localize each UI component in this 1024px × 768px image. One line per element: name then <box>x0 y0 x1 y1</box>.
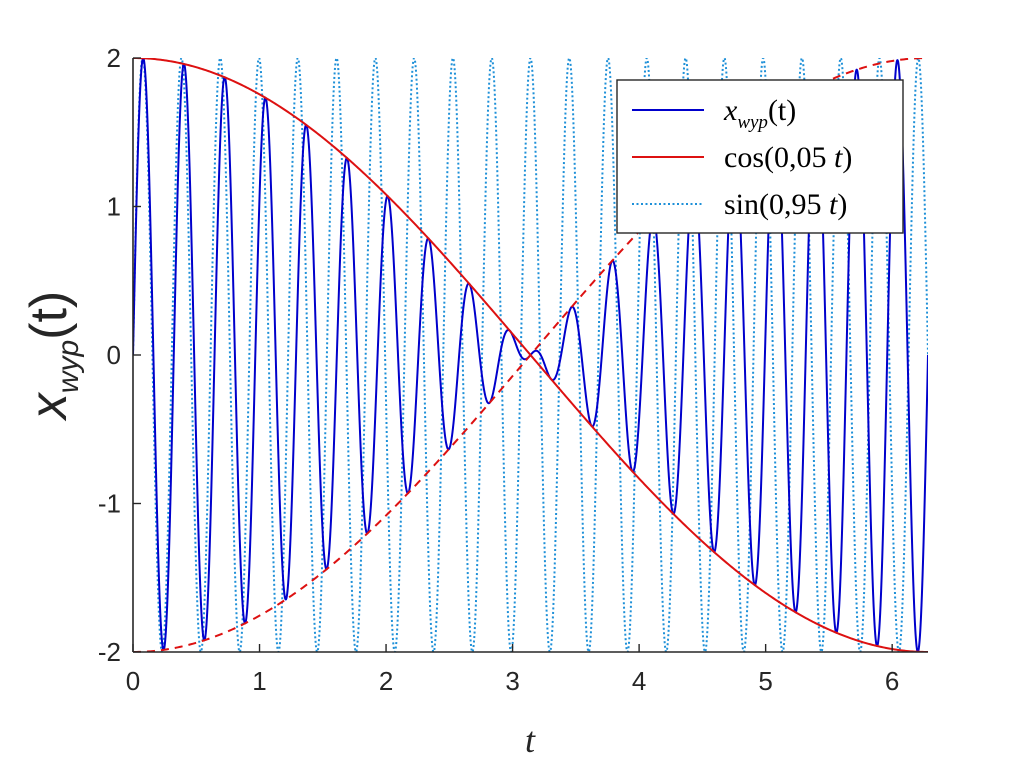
y-tick-label: 0 <box>107 340 121 370</box>
series-layer <box>133 58 928 652</box>
x-tick-label: 3 <box>505 666 519 696</box>
y-axis-label-suffix: (t) <box>20 291 78 340</box>
legend-label-cos: cos(0,05 t) <box>724 141 852 174</box>
legend-label-sin: sin(0,95 t) <box>724 188 847 221</box>
y-axis-label-subscript: wyp <box>52 340 85 393</box>
x-tick-label: 4 <box>632 666 646 696</box>
legend: xwyp(t) cos(0,05 t) sin(0,95 t) <box>616 79 904 234</box>
x-axis-label: t <box>525 720 536 760</box>
legend-label-xwyp: xwyp(t) <box>723 94 796 133</box>
y-tick-label: -1 <box>98 489 121 519</box>
x-tick-label: 0 <box>126 666 140 696</box>
x-tick-label: 5 <box>758 666 772 696</box>
svg-text:xwyp(t): xwyp(t) <box>20 291 85 422</box>
y-ticks: -2 -1 0 1 2 <box>98 43 141 667</box>
x-tick-label: 1 <box>252 666 266 696</box>
x-tick-label: 2 <box>379 666 393 696</box>
y-tick-label: 2 <box>107 43 121 73</box>
y-axis-label-base: x <box>20 391 78 422</box>
x-tick-label: 6 <box>885 666 899 696</box>
series-sin <box>133 58 928 652</box>
y-axis-label: xwyp(t) <box>20 291 85 422</box>
x-ticks: 0 1 2 3 4 5 6 <box>126 644 899 696</box>
y-tick-label: -2 <box>98 637 121 667</box>
series-cos <box>133 58 928 652</box>
y-tick-label: 1 <box>107 192 121 222</box>
